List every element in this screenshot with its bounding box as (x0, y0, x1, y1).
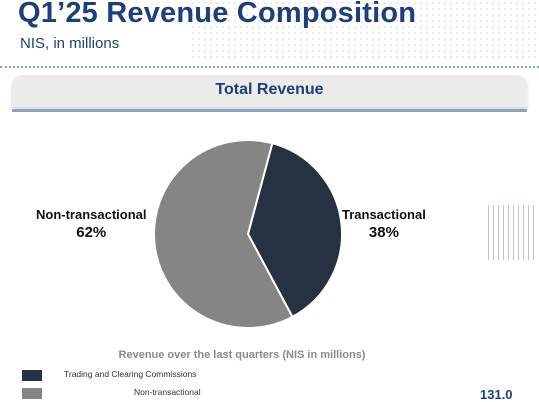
decorative-lines (488, 205, 538, 260)
bar-value-label: 131.0 (480, 387, 513, 402)
pie-label-non-transactional-value: 62% (76, 224, 107, 241)
section-underline (12, 109, 527, 112)
pie-label-non-transactional-name: Non-transactional (36, 207, 147, 222)
legend-label-trading: Trading and Clearing Commissions (64, 369, 197, 379)
pie-slice-non-transactional (153, 139, 294, 329)
page-title: Q1’25 Revenue Composition (18, 0, 417, 29)
section-title: Total Revenue (215, 81, 324, 98)
legend-swatch-trading (22, 370, 42, 381)
pie-label-non-transactional: Non-transactional 62% (36, 207, 147, 241)
legend-swatch-non-transactional (22, 388, 42, 399)
legend-label-non-transactional: Non-transactional (134, 387, 201, 397)
pie-label-transactional: Transactional 38% (342, 207, 426, 241)
header-divider (0, 66, 539, 68)
bottom-chart-caption: Revenue over the last quarters (NIS in m… (118, 349, 366, 361)
pie-label-transactional-value: 38% (368, 224, 399, 241)
section-header: Total Revenue (12, 75, 527, 107)
legend-item-non-transactional: Non-transactional (22, 387, 322, 399)
legend-item-trading: Trading and Clearing Commissions (22, 369, 322, 381)
page-subtitle: NIS, in millions (20, 35, 120, 52)
dotted-background (190, 0, 539, 62)
pie-slice-transactional (246, 141, 343, 319)
pie-label-transactional-name: Transactional (342, 207, 426, 222)
